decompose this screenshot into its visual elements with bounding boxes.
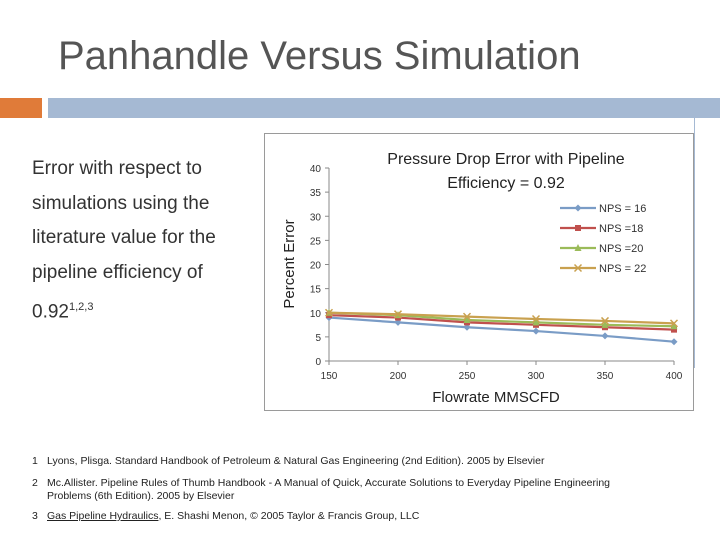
data-point	[393, 310, 403, 319]
legend-label: NPS = 16	[599, 203, 646, 215]
x-tick-label: 250	[459, 371, 476, 382]
bullet-superscript: 1,2,3	[68, 301, 94, 313]
y-tick-label: 5	[315, 333, 321, 344]
footnote-number: 3	[32, 510, 38, 522]
legend-marker	[575, 225, 581, 231]
x-tick-label: 200	[390, 371, 407, 382]
data-point	[531, 314, 541, 324]
y-tick-label: 25	[310, 236, 322, 247]
series-group	[325, 308, 678, 330]
footnote-number: 2	[32, 477, 38, 489]
legend-marker	[574, 244, 582, 251]
footnote-3-text: Gas Pipeline Hydraulics, E. Shashi Menon…	[47, 510, 419, 523]
data-point	[600, 316, 610, 325]
bullet-text: Error with respect to simulations using …	[32, 158, 216, 323]
legend-entry: NPS =20	[560, 243, 643, 255]
x-tick-label: 300	[528, 371, 545, 382]
legend-label: NPS =18	[599, 223, 643, 235]
x-axis-label: Flowrate MMSCFD	[432, 389, 560, 406]
legend-marker	[573, 263, 583, 273]
series-line	[328, 311, 675, 325]
series-group	[324, 308, 679, 328]
legend-entry: NPS = 22	[560, 263, 646, 275]
data-point	[601, 332, 609, 340]
y-tick-label: 15	[310, 285, 322, 296]
legend-label: NPS = 22	[599, 263, 646, 275]
data-point	[463, 323, 471, 331]
y-axis-label: Percent Error	[281, 219, 298, 308]
chart-frame	[264, 133, 694, 411]
data-point	[324, 308, 334, 317]
data-point	[463, 315, 471, 323]
y-tick-label: 35	[310, 188, 322, 199]
series-line	[328, 314, 675, 331]
footnote-1-text: Lyons, Plisga. Standard Handbook of Petr…	[47, 455, 545, 467]
y-tick-label: 0	[315, 357, 321, 368]
series-line	[328, 316, 675, 343]
chart-title-line1: Pressure Drop Error with Pipeline	[387, 151, 625, 168]
accent-bar-blue	[48, 98, 720, 118]
data-point	[394, 318, 402, 326]
data-point	[671, 326, 677, 333]
footnote-3-rest: , E. Shashi Menon, © 2005 Taylor & Franc…	[158, 510, 420, 522]
footnote-2-line2: Problems (6th Edition). 2005 by Elsevier	[47, 490, 235, 502]
legend-entry: NPS =18	[560, 223, 643, 235]
y-tick-label: 20	[310, 261, 322, 272]
chart-title-line2: Efficiency = 0.92	[447, 175, 565, 192]
legend-label: NPS =20	[599, 243, 643, 255]
x-tick-label: 400	[666, 371, 683, 382]
accent-bar-orange	[0, 98, 42, 118]
x-tick-label: 150	[321, 371, 338, 382]
data-point	[601, 320, 609, 328]
bullet-paragraph: Error with respect to simulations using …	[32, 152, 262, 330]
footnote-number: 1	[32, 455, 38, 467]
legend-marker	[574, 204, 582, 212]
footnote-3-book-title[interactable]: Gas Pipeline Hydraulics	[47, 510, 159, 522]
data-point	[532, 327, 540, 335]
y-tick-label: 40	[310, 164, 322, 175]
footnote-2-line1: Mc.Allister. Pipeline Rules of Thumb Han…	[47, 477, 611, 489]
y-tick-label: 30	[310, 212, 322, 223]
slide-title: Panhandle Versus Simulation	[58, 34, 581, 78]
legend-entry: NPS = 16	[560, 203, 646, 215]
series-group	[325, 314, 678, 346]
data-point	[532, 318, 540, 326]
data-point	[670, 338, 678, 346]
data-point	[462, 312, 472, 321]
y-tick-label: 10	[310, 309, 322, 320]
x-tick-label: 350	[597, 371, 614, 382]
data-point	[670, 322, 678, 330]
divider-line	[694, 118, 695, 368]
data-point	[669, 319, 679, 328]
